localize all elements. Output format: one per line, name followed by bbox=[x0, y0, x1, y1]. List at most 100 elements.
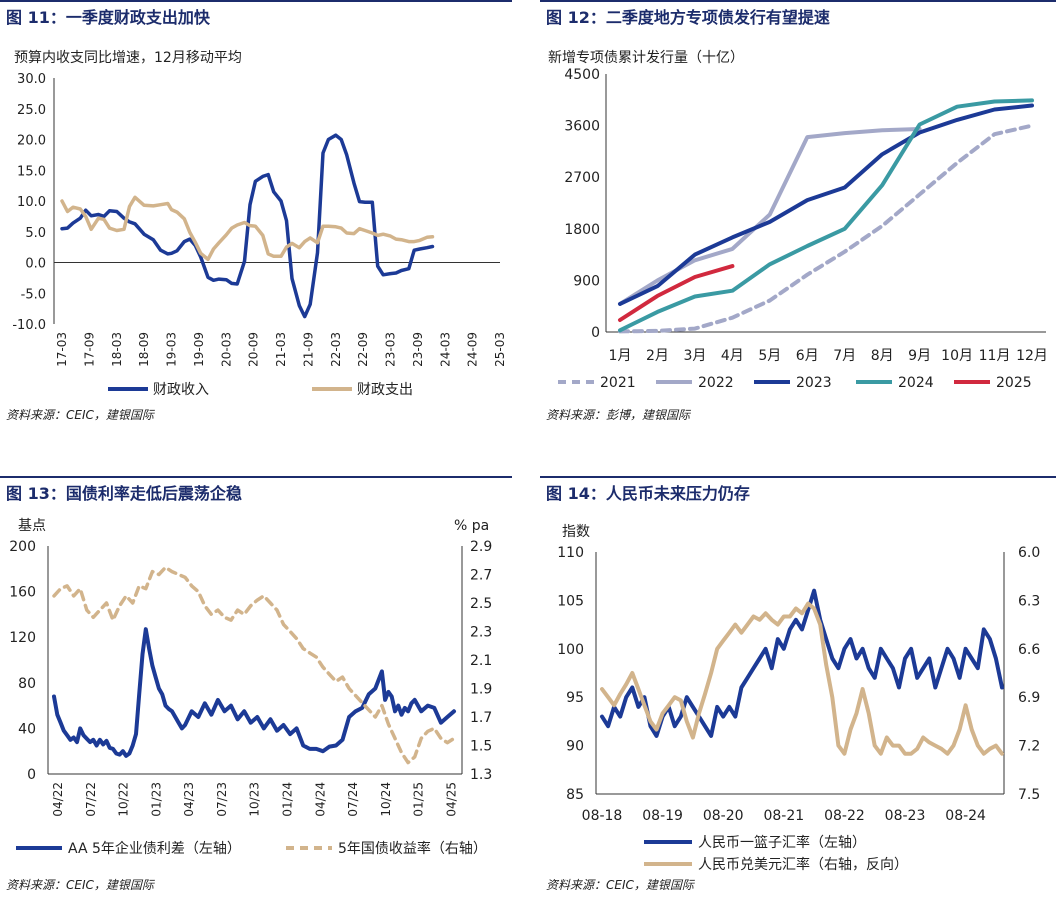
x-tick-label: 2月 bbox=[646, 348, 669, 364]
x-tick-label: 04/22 bbox=[51, 782, 65, 817]
y-tick-label: 25.0 bbox=[17, 103, 46, 118]
series-line-2023 bbox=[618, 103, 1034, 306]
x-tick-label: 19-09 bbox=[192, 332, 206, 367]
series-line-财政收入 bbox=[60, 133, 435, 319]
y-tick-label-left: 85 bbox=[566, 787, 584, 803]
legend-label: 财政支出 bbox=[357, 382, 413, 398]
y-tick-label-right: 7.5 bbox=[1018, 787, 1040, 803]
y-tick-label-left: 80 bbox=[18, 676, 36, 692]
x-tick-label: 24-09 bbox=[466, 332, 480, 367]
y-tick-label: 20.0 bbox=[17, 134, 46, 149]
y-tick-label-right: 1.7 bbox=[470, 710, 492, 726]
chart-14-svg: 指数 110 105 100 95 90 85 6.0 6.3 6.6 6.9 7.2 7.5 08-18… bbox=[557, 524, 1040, 873]
legend-label: 人民币兑美元汇率（右轴，反向） bbox=[698, 856, 908, 873]
chart-12-subtitle: 新增专项债累计发行量（十亿） bbox=[548, 50, 744, 66]
x-tick-label: 22-09 bbox=[356, 332, 370, 367]
y-tick-label-right: 7.2 bbox=[1018, 739, 1040, 755]
y-tick-label-left: 160 bbox=[9, 585, 36, 601]
chart-13-source: 资料来源：CEIC，建银国际 bbox=[6, 878, 154, 892]
x-tick-label: 1月 bbox=[609, 348, 632, 364]
x-tick-label: 07/24 bbox=[346, 782, 360, 817]
series-line-财政支出 bbox=[60, 195, 435, 262]
y-tick-label: 1800 bbox=[564, 222, 600, 238]
x-tick-label: 04/24 bbox=[313, 782, 327, 817]
x-tick-label: 23-09 bbox=[411, 332, 425, 367]
y-tick-label-left: 90 bbox=[566, 739, 584, 755]
y-tick-label-right: 6.3 bbox=[1018, 593, 1040, 609]
x-tick-label: 08-18 bbox=[582, 808, 623, 824]
y-tick-label-right: 2.7 bbox=[470, 568, 492, 584]
x-tick-label: 12月 bbox=[1016, 348, 1048, 364]
y-tick-label-right: 1.9 bbox=[470, 682, 492, 698]
x-tick-label: 5月 bbox=[758, 348, 781, 364]
x-tick-label: 18-03 bbox=[110, 332, 124, 367]
y-tick-label-left: 40 bbox=[18, 721, 36, 737]
x-tick-label: 08-23 bbox=[885, 808, 926, 824]
x-tick-label: 9月 bbox=[908, 348, 931, 364]
chart-panel-13: 图 13：国债利率走低后震荡企稳 基点 % pa 200 160 120 80 40 0 2.9… bbox=[0, 476, 512, 898]
chart-panel-11: 图 11：一季度财政支出加快 预算内收支同比增速，12月移动平均 30.0 25.0… bbox=[0, 0, 512, 440]
series-line-人民币兑美元汇率（右轴，反向） bbox=[600, 601, 1004, 756]
x-tick-label: 8月 bbox=[871, 348, 894, 364]
x-tick-label: 10月 bbox=[941, 348, 973, 364]
chart-14-source: 资料来源：CEIC，建银国际 bbox=[546, 878, 694, 892]
legend-label: 2024 bbox=[898, 375, 934, 391]
x-tick-label: 04/25 bbox=[444, 782, 458, 817]
series-line-2024 bbox=[618, 98, 1034, 333]
chart-panel-14: 图 14：人民币未来压力仍存 指数 110 105 100 95 90 85 6.0 6.3 6.… bbox=[540, 476, 1056, 898]
x-tick-label: 04/23 bbox=[182, 782, 196, 817]
y-tick-label: -5.0 bbox=[21, 287, 46, 302]
legend-label: 5年国债收益率（右轴） bbox=[338, 840, 487, 857]
y-tick-label-right: 6.9 bbox=[1018, 690, 1040, 706]
x-tick-label: 20-09 bbox=[247, 332, 261, 367]
x-tick-label: 6月 bbox=[796, 348, 819, 364]
x-tick-label: 19-03 bbox=[165, 332, 179, 367]
chart-12-source: 资料来源：彭博，建银国际 bbox=[546, 408, 691, 422]
series-line-AA 5年企业债利差（左轴） bbox=[52, 627, 456, 758]
x-tick-label: 17-09 bbox=[82, 332, 96, 367]
chart-12-svg: 新增专项债累计发行量（十亿）4500 3600 2700 1800 900 0 1月 2月 3月… bbox=[548, 50, 1048, 391]
y-tick-label: -10.0 bbox=[12, 318, 46, 333]
chart-13-right-axis-title: % pa bbox=[454, 518, 489, 534]
legend-label: 2023 bbox=[796, 375, 832, 391]
chart-14-left-axis-title: 指数 bbox=[562, 524, 590, 540]
y-tick-label-right: 2.9 bbox=[470, 539, 492, 555]
x-tick-label: 23-03 bbox=[384, 332, 398, 367]
y-tick-label-right: 2.1 bbox=[470, 653, 492, 669]
x-tick-label: 08-21 bbox=[763, 808, 804, 824]
y-tick-label-left: 110 bbox=[557, 545, 584, 561]
x-tick-label: 10/22 bbox=[117, 782, 131, 817]
x-tick-label: 3月 bbox=[683, 348, 706, 364]
x-tick-label: 08-19 bbox=[642, 808, 683, 824]
legend-label: 2025 bbox=[996, 375, 1032, 391]
x-tick-label: 10/23 bbox=[248, 782, 262, 817]
y-tick-label: 4500 bbox=[564, 67, 600, 83]
y-tick-label-left: 120 bbox=[9, 630, 36, 646]
chart-12-title: 图 12：二季度地方专项债发行有望提速 bbox=[546, 8, 830, 27]
chart-11-svg: 预算内收支同比增速，12月移动平均 30.0 25.0 20.0 15.0 10.0 5.0… bbox=[12, 50, 507, 398]
y-tick-label: 5.0 bbox=[25, 226, 46, 241]
x-tick-label: 24-03 bbox=[438, 332, 452, 367]
x-tick-label: 20-03 bbox=[219, 332, 233, 367]
x-tick-label: 10/24 bbox=[379, 782, 393, 817]
x-tick-label: 4月 bbox=[721, 348, 744, 364]
x-tick-label: 17-03 bbox=[55, 332, 69, 367]
legend-label: 2021 bbox=[600, 375, 636, 391]
y-tick-label-left: 95 bbox=[566, 690, 584, 706]
chart-11-title: 图 11：一季度财政支出加快 bbox=[6, 8, 210, 27]
chart-13-left-axis-title: 基点 bbox=[18, 517, 46, 534]
series-line-5年国债收益率（右轴） bbox=[52, 565, 456, 765]
chart-13-title: 图 13：国债利率走低后震荡企稳 bbox=[6, 484, 242, 503]
x-tick-label: 11月 bbox=[979, 348, 1011, 364]
x-tick-label: 21-03 bbox=[274, 332, 288, 367]
y-tick-label-right: 1.3 bbox=[470, 767, 492, 783]
x-tick-label: 25-03 bbox=[493, 332, 507, 367]
x-tick-label: 07/23 bbox=[215, 782, 229, 817]
y-tick-label-right: 6.0 bbox=[1018, 545, 1040, 561]
series-line-2021 bbox=[618, 123, 1034, 334]
y-tick-label-left: 100 bbox=[557, 642, 584, 658]
series-line-2025 bbox=[618, 264, 735, 322]
y-tick-label: 900 bbox=[573, 273, 600, 289]
legend-label: AA 5年企业债利差（左轴） bbox=[68, 840, 241, 857]
chart-13-svg: 基点 % pa 200 160 120 80 40 0 2.9 2.7 2.5 2.3 2.1 1.9 1.… bbox=[9, 517, 492, 857]
